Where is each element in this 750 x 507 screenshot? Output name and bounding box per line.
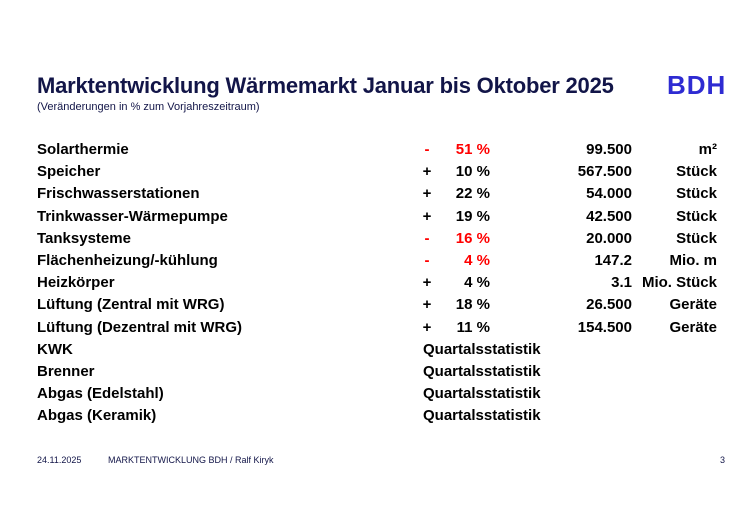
sales-unit: Stück — [676, 163, 717, 181]
change-percent: 4 % — [464, 274, 490, 292]
sales-value: 20.000 — [586, 229, 632, 247]
product-name: Speicher — [37, 163, 101, 181]
change-percent: 11 % — [456, 318, 490, 336]
sales-unit: Stück — [676, 229, 717, 247]
change-sign: - — [424, 252, 430, 269]
change-percent: 16 % — [455, 229, 490, 247]
change-sign: - — [424, 141, 430, 158]
change-percent: 22 % — [455, 185, 490, 203]
change-sign: + — [422, 163, 432, 181]
product-name: Solarthermie — [37, 141, 129, 158]
table-row: Trinkwasser-Wärmepumpe +19 % 42.500 Stück — [0, 208, 750, 230]
footer-date: 24.11.2025 — [37, 455, 82, 465]
page-number: 3 — [719, 455, 725, 465]
quarterly-note: Quartalsstatistik — [423, 385, 541, 403]
footer-text: MARKTENTWICKLUNG BDH / Ralf Kiryk — [108, 455, 274, 465]
table-row: Tanksysteme - 16 % 20.000 Stück — [0, 230, 750, 252]
table-row: Lüftung (Zentral mit WRG) +18 % 26.500 Gerä… — [0, 296, 750, 318]
product-name: Trinkwasser-Wärmepumpe — [37, 207, 228, 225]
sales-value: 42.500 — [586, 207, 632, 225]
product-name: Tanksysteme — [37, 229, 131, 247]
product-name: Lüftung (Dezentral mit WRG) — [37, 318, 242, 336]
product-name: Flächenheizung/-kühlung — [37, 252, 218, 269]
change-sign: + — [422, 185, 432, 203]
sales-value: 26.500 — [586, 296, 632, 314]
sales-unit: Geräte — [669, 296, 717, 314]
product-name: Abgas (Keramik) — [37, 407, 157, 425]
change-percent: 19 % — [455, 207, 490, 225]
sales-value: 147.2 — [594, 252, 632, 269]
product-name: Abgas (Edelstahl) — [37, 385, 164, 403]
sales-unit: Geräte — [669, 318, 717, 336]
product-name: Frischwasserstationen — [37, 185, 200, 203]
table-row: Brenner Quartalsstatistik — [0, 363, 750, 385]
change-percent: 4 % — [464, 252, 490, 269]
sales-unit: m² — [698, 141, 717, 158]
product-name: Brenner — [37, 363, 95, 380]
product-name: Heizkörper — [37, 274, 115, 292]
product-name: Lüftung (Zentral mit WRG) — [37, 296, 225, 314]
sales-unit: Stück — [676, 185, 717, 203]
change-sign: + — [422, 207, 432, 225]
sales-unit: Mio. m — [669, 252, 718, 269]
table-row: Speicher +10 % 567.500 Stück — [0, 163, 750, 185]
change-sign: + — [422, 274, 432, 292]
change-percent: 51 % — [455, 141, 490, 158]
sales-value: 99.500 — [586, 141, 632, 158]
change-sign: - — [424, 229, 430, 247]
table-row: Solarthermie - 51 % 99.500 m² — [0, 141, 750, 163]
change-sign: + — [422, 296, 432, 314]
table-row: Heizkörper +4 % 3.1 Mio. Stück — [0, 274, 750, 296]
sales-value: 54.000 — [586, 185, 632, 203]
table-row: Flächenheizung/-kühlung - 4 % 147.2 Mio. m — [0, 252, 750, 274]
sales-value: 154.500 — [577, 318, 632, 336]
page-subtitle: (Veränderungen in % zum Vorjahreszeitrau… — [37, 101, 260, 113]
table-row: Frischwasserstationen +22 % 54.000 Stück — [0, 185, 750, 207]
product-name: KWK — [37, 340, 73, 358]
table-row: Lüftung (Dezentral mit WRG) +11 % 154.500 G… — [0, 319, 750, 341]
change-percent: 18 % — [455, 296, 490, 314]
change-percent: 10 % — [455, 163, 490, 181]
bdh-logo: BDH — [667, 70, 727, 100]
page-title: Marktentwicklung Wärmemarkt Januar bis O… — [37, 73, 614, 98]
sales-value: 567.500 — [577, 163, 632, 181]
change-sign: + — [422, 318, 432, 336]
table-row: Abgas (Edelstahl) Quartalsstatistik — [0, 385, 750, 407]
quarterly-note: Quartalsstatistik — [423, 407, 541, 425]
quarterly-note: Quartalsstatistik — [423, 363, 541, 380]
table-row: KWK Quartalsstatistik — [0, 341, 750, 363]
sales-value: 3.1 — [611, 274, 632, 292]
sales-unit: Mio. Stück — [641, 274, 717, 292]
table-row: Abgas (Keramik) Quartalsstatistik — [0, 407, 750, 429]
quarterly-note: Quartalsstatistik — [423, 340, 541, 358]
sales-unit: Stück — [676, 207, 717, 225]
